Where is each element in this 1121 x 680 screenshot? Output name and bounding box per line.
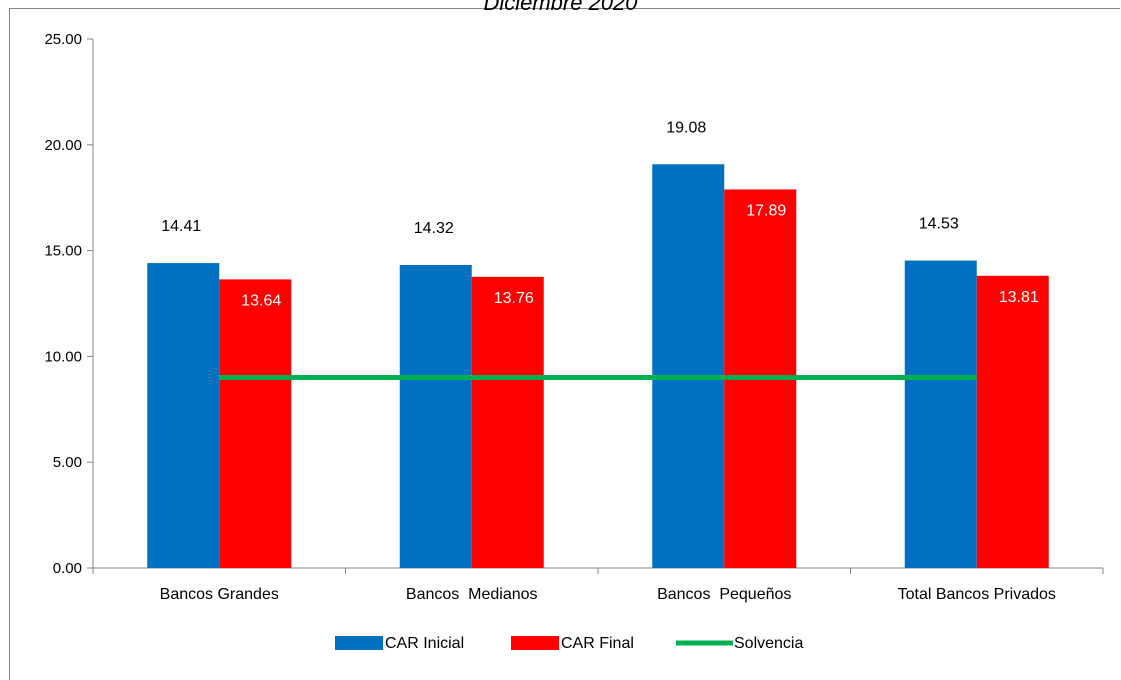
- x-category-label: Total Bancos Privados: [898, 586, 1056, 603]
- bar-car-final: [219, 279, 292, 568]
- bars: [147, 164, 1049, 568]
- data-label: 17.89: [746, 202, 786, 219]
- y-tick-label: 0.00: [53, 560, 82, 577]
- y-tick-label: 20.00: [44, 137, 82, 154]
- x-category-label: Bancos Medianos: [406, 586, 538, 603]
- data-label: 14.53: [919, 216, 959, 233]
- chart-title: Diciembre 2020: [483, 0, 638, 15]
- legend-car-inicial-swatch: [335, 636, 383, 650]
- y-tick-label: 10.00: [44, 348, 82, 365]
- data-label: 14.32: [414, 220, 454, 237]
- data-label: 13.76: [494, 290, 534, 307]
- bar-car-final: [976, 275, 1049, 568]
- legend-car-inicial-label: CAR Inicial: [385, 635, 464, 652]
- y-tick-label: 25.00: [44, 31, 82, 48]
- axes: 0.00 5.00 10.00 15.00 20.00 25.00 Bancos Grand…: [44, 31, 1104, 603]
- bar-car-inicial: [147, 263, 220, 568]
- legend-car-final-label: CAR Final: [561, 635, 634, 652]
- bar-car-inicial: [399, 264, 472, 568]
- data-label: 13.81: [999, 289, 1039, 306]
- x-category-label: Bancos Pequeños: [657, 586, 791, 603]
- bar-car-inicial: [652, 164, 725, 568]
- legend-car-final-swatch: [511, 636, 559, 650]
- y-tick-label: 5.00: [53, 454, 82, 471]
- bar-car-inicial: [904, 260, 977, 568]
- legend-solvencia-label: Solvencia: [734, 635, 803, 652]
- data-label: 19.08: [666, 119, 706, 136]
- data-label: 14.41: [161, 218, 201, 235]
- data-label: 13.64: [241, 292, 281, 309]
- x-category-label: Bancos Grandes: [160, 586, 279, 603]
- chart-frame: [9, 8, 1120, 680]
- legend: CAR Inicial CAR Final Solvencia: [335, 635, 803, 652]
- data-labels: 14.41 13.64 14.32 13.76 19.08 17.89 14.53 13.81: [161, 119, 1039, 309]
- y-tick-label: 15.00: [44, 243, 82, 260]
- bar-car-final: [471, 276, 544, 568]
